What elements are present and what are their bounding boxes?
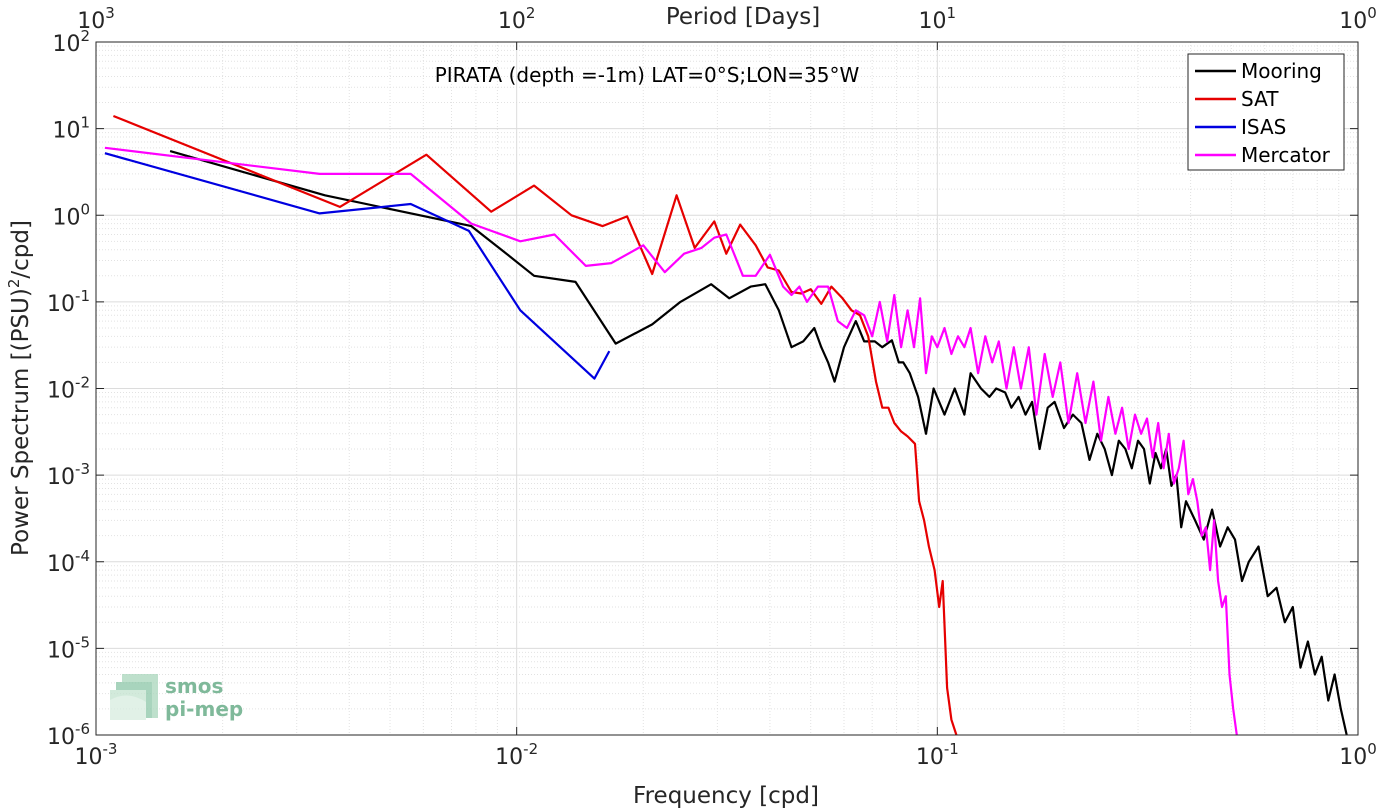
y-tick-label-base: 10 [47,465,75,490]
x-tick-label-exp: -2 [523,740,538,758]
y-tick-label-exp: -2 [75,374,90,392]
top-tick-label: 102 [498,4,536,34]
y-tick-label: 10-4 [47,547,90,577]
y-tick-label-exp: 2 [80,27,90,45]
top-tick-label-exp: 0 [1367,4,1377,22]
y-tick-label-exp: -6 [75,720,90,738]
logo-line-1: smos [165,674,223,698]
y-tick-label: 10-1 [47,287,90,317]
top-tick-labels: 103 102 101 100 [77,4,1377,34]
y-tick-label-exp: -1 [75,287,90,305]
top-tick-label-exp: 2 [526,4,536,22]
top-tick-label-base: 10 [919,9,947,34]
y-tick-label-base: 10 [47,638,75,663]
top-tick-label: 100 [1339,4,1377,34]
x-tick-label-exp: 0 [1367,740,1377,758]
logo-mark-icon [110,674,158,720]
series-line-mooring [169,150,1348,735]
legend-label-isas: ISAS [1241,115,1286,139]
y-axis-label: Power Spectrum [(PSU)2/cpd] [5,220,34,556]
x-tick-label-exp: -3 [103,740,118,758]
y-tick-label-exp: -4 [75,547,90,565]
x-tick-labels: 10-3 10-2 10-1 100 [75,740,1377,770]
series-line-isas [104,152,611,380]
y-tick-label-exp: 0 [80,200,90,218]
logo-line-2: pi-mep [165,697,243,721]
legend-box [1187,53,1345,171]
x-tick-label-base: 10 [75,745,103,770]
minor-grid [96,42,1358,735]
x-tick-label-base: 10 [916,745,944,770]
y-tick-label-base: 10 [52,205,80,230]
top-tick-label-base: 10 [1339,9,1367,34]
y-tick-label-exp: -3 [75,460,90,478]
legend: Mooring SAT ISAS Mercator [1187,53,1345,171]
series-line-sat [112,114,958,735]
x-tick-label: 100 [1339,740,1377,770]
smos-logo: smos pi-mep [110,674,243,721]
top-tick-label-exp: 1 [947,4,957,22]
y-tick-label-base: 10 [47,552,75,577]
x-tick-label: 10-3 [75,740,118,770]
y-tick-label: 102 [52,27,90,57]
y-axis-label-base: Power Spectrum [(PSU) [8,288,34,556]
x-axis-label: Frequency [cpd] [633,783,819,809]
x-tick-label-exp: -1 [944,740,959,758]
legend-label-sat: SAT [1241,87,1279,111]
top-axis-label: Period [Days] [666,4,820,30]
top-tick-label-base: 10 [77,9,105,34]
legend-label-mercator: Mercator [1241,143,1331,167]
top-tick-label: 101 [919,4,957,34]
y-axis-label-tail: /cpd] [8,220,34,279]
y-tick-label-base: 10 [47,725,75,750]
y-tick-label-base: 10 [47,292,75,317]
y-tick-label: 101 [52,114,90,144]
top-tick-label-exp: 3 [105,4,115,22]
x-tick-label-base: 10 [1339,745,1367,770]
x-tick-label: 10-2 [495,740,538,770]
y-tick-label: 100 [52,200,90,230]
y-tick-label: 10-3 [47,460,90,490]
x-tick-label-base: 10 [495,745,523,770]
chart-title: PIRATA (depth =-1m) LAT=0°S;LON=35°W [435,63,860,87]
x-tick-label: 10-1 [916,740,959,770]
legend-label-mooring: Mooring [1241,59,1322,83]
y-tick-label-base: 10 [47,379,75,404]
series-line-mercator [104,146,1238,735]
top-tick-label: 103 [77,4,115,34]
y-axis-label-sup: 2 [5,279,23,289]
y-tick-label-exp: 1 [80,114,90,132]
series-lines [104,114,1348,735]
y-tick-label-base: 10 [52,32,80,57]
y-tick-label: 10-6 [47,720,90,750]
tick-marks [95,41,1359,736]
y-tick-label: 10-2 [47,374,90,404]
y-tick-label-base: 10 [52,119,80,144]
y-tick-label-exp: -5 [75,633,90,651]
top-tick-label-base: 10 [498,9,526,34]
y-tick-label: 10-5 [47,633,90,663]
